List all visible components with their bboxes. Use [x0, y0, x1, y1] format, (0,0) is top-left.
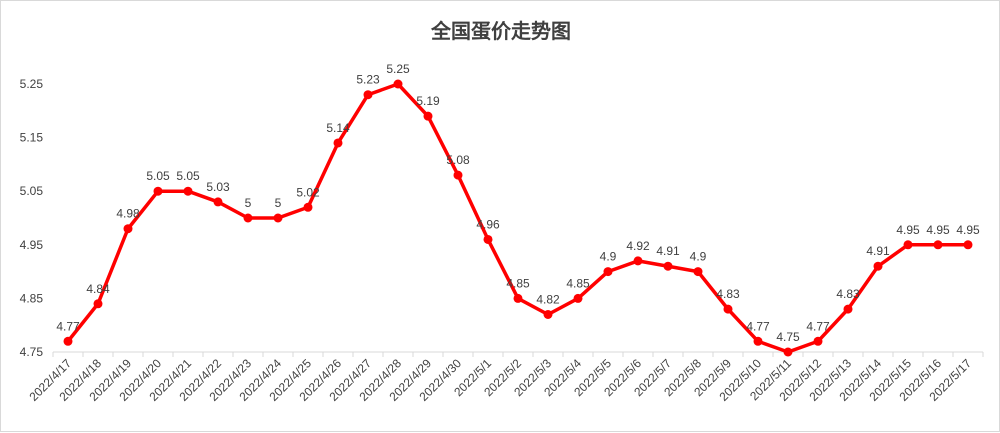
data-label: 4.95	[926, 223, 950, 237]
data-point	[183, 186, 193, 196]
data-point	[513, 293, 523, 303]
data-point	[273, 213, 283, 223]
data-label: 4.85	[566, 276, 590, 290]
data-point	[423, 111, 433, 121]
data-point	[303, 202, 313, 212]
data-label: 4.75	[776, 330, 800, 344]
data-point	[753, 336, 763, 346]
data-label: 4.83	[716, 287, 740, 301]
data-point	[963, 240, 973, 250]
data-label: 5.23	[356, 73, 380, 87]
data-point	[123, 224, 133, 234]
data-label: 4.85	[506, 276, 530, 290]
data-label: 4.9	[690, 250, 707, 264]
data-point	[213, 197, 223, 207]
y-tick-label: 5.05	[20, 184, 44, 198]
data-point	[453, 170, 463, 180]
data-label: 5.03	[206, 180, 230, 194]
data-label: 5	[275, 196, 282, 210]
data-point	[243, 213, 253, 223]
data-label: 4.77	[806, 319, 830, 333]
data-label: 4.9	[600, 250, 617, 264]
data-label: 4.83	[836, 287, 860, 301]
data-label: 4.84	[86, 282, 110, 296]
data-label: 5.05	[176, 169, 200, 183]
data-point	[873, 261, 883, 271]
data-point	[843, 304, 853, 314]
data-point	[543, 309, 553, 319]
data-label: 5.14	[326, 121, 350, 135]
y-tick-label: 4.85	[20, 291, 44, 305]
data-label: 5	[245, 196, 252, 210]
data-label: 4.98	[116, 207, 140, 221]
data-label: 4.77	[746, 319, 770, 333]
data-point	[63, 336, 73, 346]
y-tick-label: 5.25	[20, 77, 44, 91]
data-point	[813, 336, 823, 346]
data-label: 5.19	[416, 94, 440, 108]
data-point	[603, 267, 613, 277]
data-label: 4.82	[536, 292, 560, 306]
data-label: 4.95	[956, 223, 980, 237]
data-point	[333, 138, 343, 148]
data-point	[693, 267, 703, 277]
data-point	[153, 186, 163, 196]
data-point	[903, 240, 913, 250]
data-point	[393, 79, 403, 89]
y-tick-label: 4.95	[20, 238, 44, 252]
data-label: 4.96	[476, 217, 500, 231]
y-tick-label: 4.75	[20, 345, 44, 359]
data-point	[663, 261, 673, 271]
chart-title: 全国蛋价走势图	[431, 19, 571, 43]
data-point	[483, 234, 493, 244]
series-line	[66, 82, 968, 354]
data-label: 4.91	[656, 244, 680, 258]
data-point	[723, 304, 733, 314]
data-label: 4.92	[626, 239, 650, 253]
data-label: 4.77	[56, 319, 80, 333]
data-label: 4.95	[896, 223, 920, 237]
data-label: 4.91	[866, 244, 890, 258]
data-label: 5.25	[386, 62, 410, 76]
data-label: 5.05	[146, 169, 170, 183]
data-label: 5.08	[446, 153, 470, 167]
data-point	[573, 293, 583, 303]
data-label: 5.02	[296, 185, 320, 199]
data-point	[633, 256, 643, 266]
data-point	[93, 299, 103, 309]
data-point	[363, 90, 373, 100]
data-point	[783, 347, 793, 357]
data-point	[933, 240, 943, 250]
y-tick-label: 5.15	[20, 131, 44, 145]
